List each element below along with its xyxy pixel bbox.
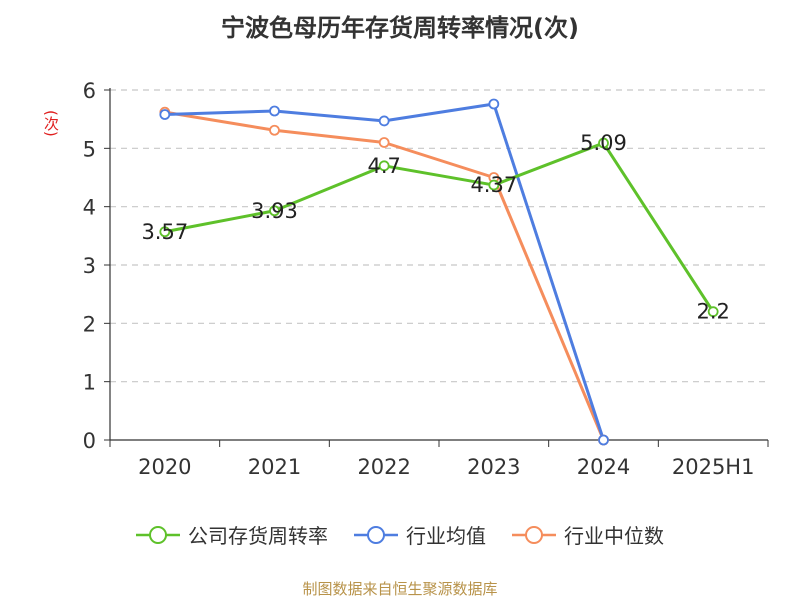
x-tick-label: 2020 [138,455,191,479]
data-point-0 [707,306,719,318]
legend-label-industry-median: 行业中位数 [564,524,664,548]
x-tick-label: 2022 [357,455,410,479]
x-tick-label: 2025H1 [672,455,755,479]
data-point-0 [378,160,390,172]
data-point-1 [488,98,500,110]
legend: 公司存货周转率 行业均值 行业中位数 [0,520,800,549]
y-tick-label: 0 [83,429,96,453]
y-tick-label: 4 [83,196,96,220]
data-point-2 [269,124,280,136]
y-tick-label: 2 [83,312,96,336]
y-tick-label: 5 [83,137,96,161]
data-point-0 [598,137,609,149]
legend-item-industry-median[interactable]: 行业中位数 [512,520,664,549]
data-point-2 [378,137,390,148]
data-point-0 [159,226,171,238]
y-axis-label: (次) [42,110,60,137]
data-point-0 [488,179,500,191]
legend-item-industry-mean[interactable]: 行业均值 [354,520,486,549]
data-point-0 [269,205,280,217]
series-line-0 [164,141,715,313]
source-note: 制图数据来自恒生聚源数据库 [302,580,498,598]
x-tick-label: 2021 [248,455,301,479]
legend-label-industry-mean: 行业均值 [406,524,486,548]
legend-swatch-company-icon [136,525,180,544]
chart-title: 宁波色母历年存货周转率情况(次) [221,14,579,42]
legend-label-company: 公司存货周转率 [188,524,328,548]
data-label: 5.09 [580,131,627,155]
data-point-1 [269,105,280,117]
legend-item-company[interactable]: 公司存货周转率 [136,520,328,549]
data-label: 4.37 [470,173,517,197]
data-point-1 [159,109,171,120]
x-tick-label: 2024 [577,455,630,479]
data-label: 3.93 [251,199,298,223]
data-label: 2.2 [696,300,729,324]
data-point-1 [378,115,390,127]
legend-swatch-industry-median-icon [512,525,556,544]
y-tick-label: 6 [83,79,96,103]
data-label: 3.57 [141,220,188,244]
x-tick-label: 2023 [467,455,520,479]
legend-swatch-industry-mean-icon [354,525,398,544]
y-tick-label: 3 [83,254,96,278]
y-tick-label: 1 [83,371,96,395]
data-label: 4.7 [367,154,400,178]
data-point-1 [598,434,609,446]
